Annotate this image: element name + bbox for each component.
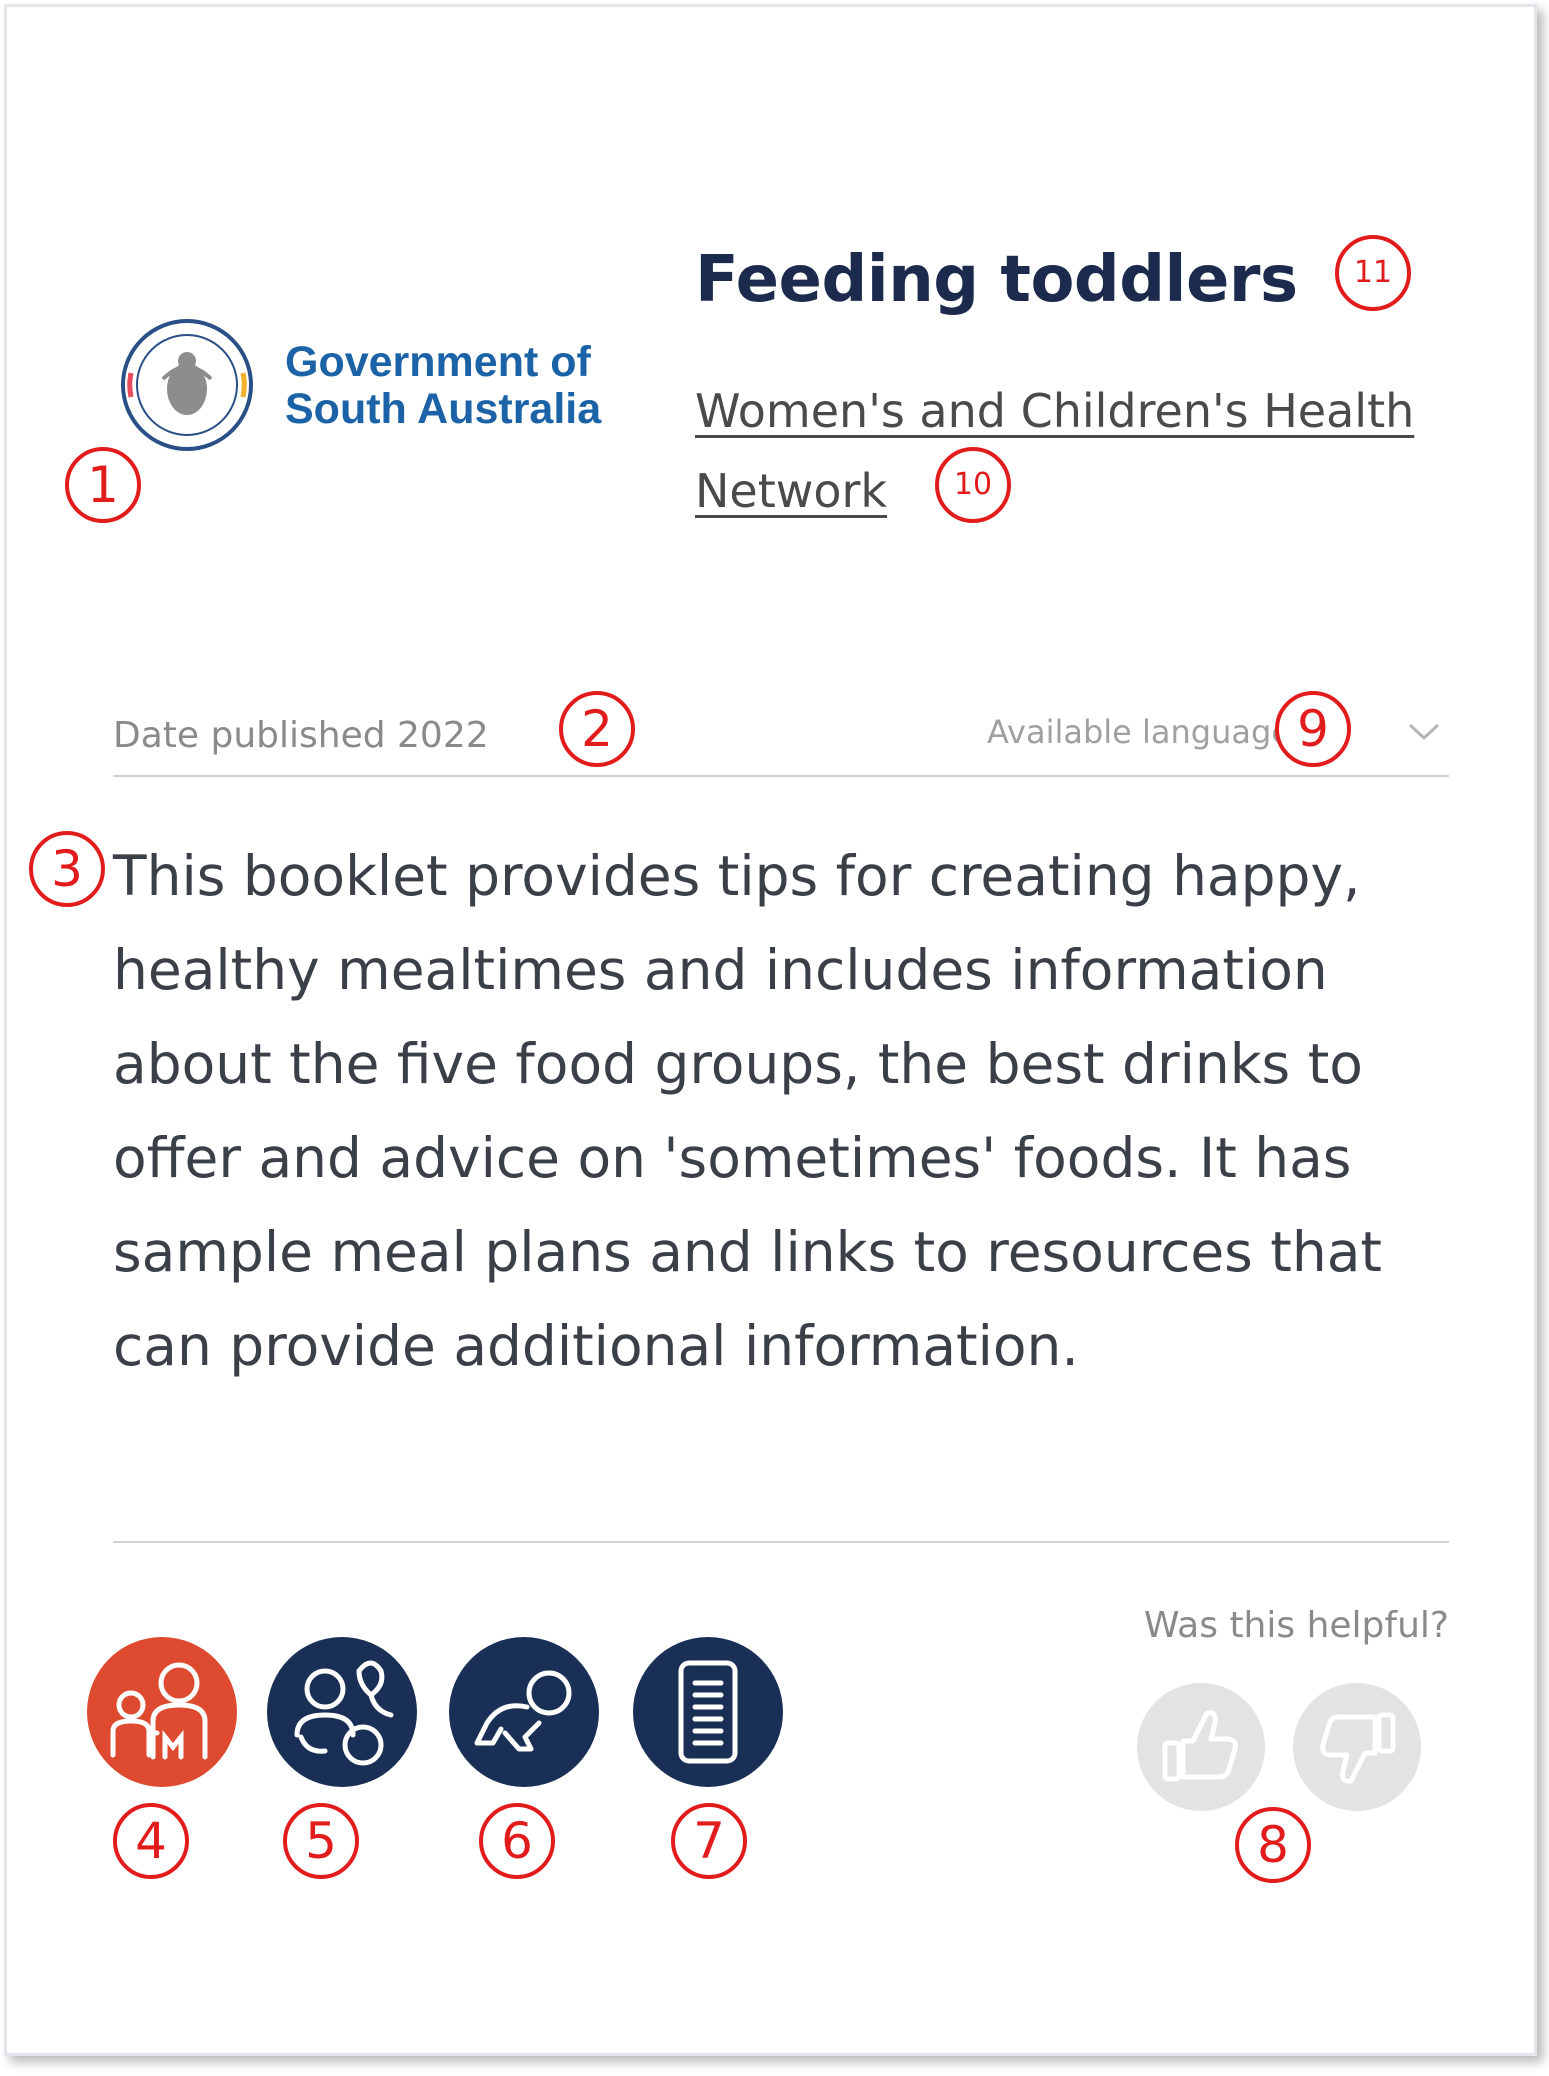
thumbs-down-icon xyxy=(1320,1712,1396,1784)
annotation-marker: 7 xyxy=(671,1803,747,1879)
date-published: Date published 2022 xyxy=(113,715,489,756)
annotation-marker: 8 xyxy=(1235,1807,1311,1883)
chevron-down-icon xyxy=(1408,723,1440,741)
logo-line-1: Government of xyxy=(285,338,591,386)
resource-card: Government of South Australia Feeding to… xyxy=(4,4,1537,2056)
sa-government-crest-icon xyxy=(121,319,253,451)
annotation-marker: 5 xyxy=(283,1803,359,1879)
annotation-marker: 4 xyxy=(113,1803,189,1879)
available-languages-label: Available languages xyxy=(987,713,1308,751)
parent-and-child-icon xyxy=(110,1662,208,1760)
annotation-marker: 11 xyxy=(1335,235,1411,311)
annotation-marker: 3 xyxy=(29,831,105,907)
annotation-marker: 10 xyxy=(935,447,1011,523)
government-logo[interactable]: Government of South Australia xyxy=(117,315,637,455)
crawling-baby-icon xyxy=(474,1670,572,1752)
baby-and-toddler-icon xyxy=(294,1660,394,1766)
parent-and-child-tag[interactable] xyxy=(87,1637,237,1787)
audience-tags xyxy=(87,1637,787,1797)
available-languages-dropdown[interactable]: Available languages xyxy=(877,707,1449,767)
annotation-marker: 6 xyxy=(479,1803,555,1879)
booklet-document-tag[interactable] xyxy=(633,1637,783,1787)
baby-and-toddler-tag[interactable] xyxy=(267,1637,417,1787)
annotation-marker: 1 xyxy=(65,447,141,523)
crawling-baby-tag[interactable] xyxy=(449,1637,599,1787)
booklet-document-icon xyxy=(678,1660,738,1764)
description: This booklet provides tips for creating … xyxy=(113,844,1383,1378)
thumbs-up-icon xyxy=(1162,1710,1238,1782)
helpful-question: Was this helpful? xyxy=(1143,1605,1449,1646)
annotation-marker: 9 xyxy=(1275,691,1351,767)
organisation-link[interactable]: Women's and Children's Health Network xyxy=(695,384,1415,518)
thumbs-up-button[interactable] xyxy=(1137,1683,1265,1811)
thumbs-down-button[interactable] xyxy=(1293,1683,1421,1811)
divider xyxy=(113,1541,1449,1543)
logo-line-2: South Australia xyxy=(285,385,602,433)
meta-row: Date published 2022 Available languages xyxy=(113,707,1449,777)
page-title: Feeding toddlers xyxy=(695,243,1298,317)
annotation-marker: 2 xyxy=(559,691,635,767)
